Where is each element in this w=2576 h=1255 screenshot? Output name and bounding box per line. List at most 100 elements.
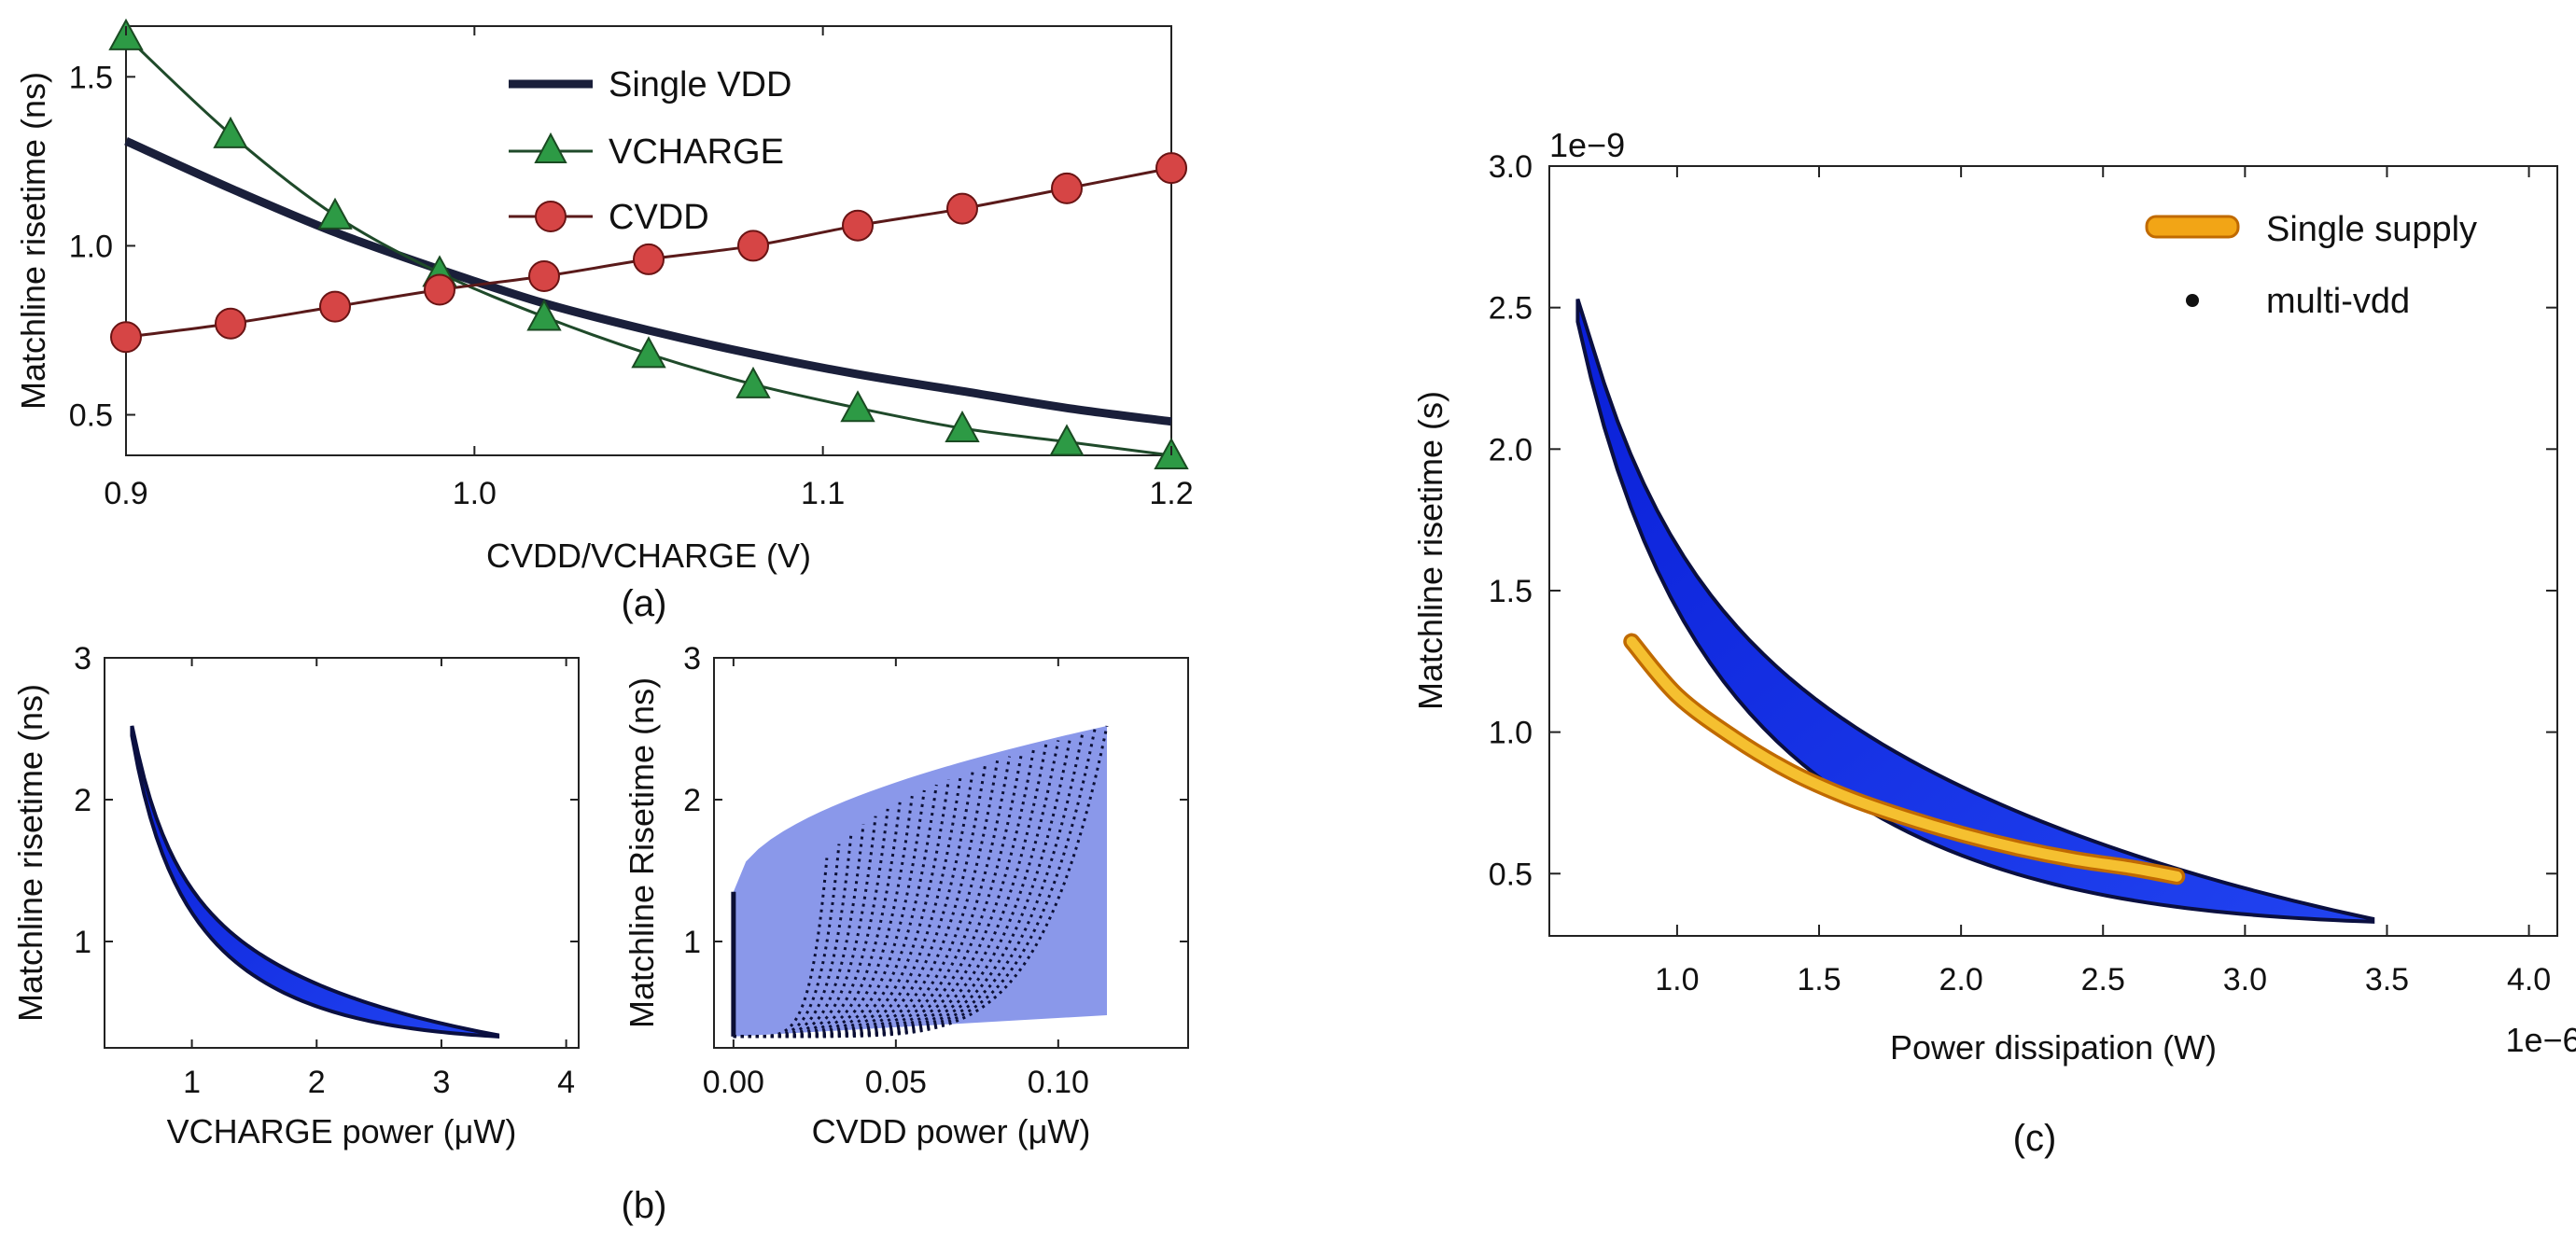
panel-b2-curve	[733, 732, 1085, 1039]
vcharge-point	[735, 366, 771, 398]
legend-vcharge-marker	[534, 132, 567, 163]
panel-a-legend: Single VDD VCHARGE CVDD	[509, 65, 791, 237]
panel-b1-ticks: 1 2 3 4 1 2 3	[74, 641, 579, 1100]
legend-single-supply-swatch	[2145, 215, 2240, 239]
panel-c-ytick-label: 1.0	[1489, 716, 1533, 751]
panel-c-legend: Single supply multi-vdd	[2145, 210, 2477, 321]
panel-c-xtick-label: 2.0	[1939, 962, 1982, 997]
panel-b1-xtick-label: 2	[308, 1065, 326, 1100]
panel-b1-band	[130, 725, 500, 1039]
panel-b2-ytick-label: 2	[683, 783, 701, 818]
panel-b2-curve	[733, 751, 1024, 1039]
panel-c-ytick-label: 3.0	[1489, 149, 1533, 185]
panel-b2-ylabel: Matchline Risetime (ns)	[623, 677, 661, 1028]
panel-b1-frame	[104, 657, 580, 1049]
panel-c-xtick-label: 1.5	[1797, 962, 1841, 997]
panel-b2-curve	[733, 808, 889, 1039]
panel-a-xtick-label: 1.0	[453, 476, 497, 511]
panel-b2: 0.00 0.05 0.10 1 2 3 CVDD power (μW) Matchlin…	[622, 641, 1189, 1226]
cvdd-point	[215, 307, 246, 340]
panel-c-ytick-label: 1.5	[1489, 574, 1533, 609]
panel-c-xtick-label: 3.0	[2223, 962, 2267, 997]
legend-multi-vdd-label: multi-vdd	[2266, 282, 2410, 321]
panel-b2-curve	[733, 824, 865, 1039]
cvdd-point	[424, 273, 455, 306]
single-supply-line	[1626, 636, 2182, 882]
panel-c-ylabel: Matchline risetime (s)	[1411, 391, 1449, 710]
legend-cvdd-label: CVDD	[609, 198, 709, 237]
panel-b1-ytick-label: 2	[74, 783, 91, 818]
panel-a-xtick-label: 1.2	[1149, 476, 1193, 511]
panel-b2-data	[731, 725, 1109, 1039]
panel-b1-ytick-label: 3	[74, 641, 91, 676]
cvdd-point	[842, 209, 874, 242]
panel-b1-xlabel: VCHARGE power (μW)	[167, 1112, 517, 1150]
panel-b1-xtick-label: 1	[183, 1065, 201, 1100]
panel-b1-xtick-label: 4	[557, 1065, 575, 1100]
panel-c-data	[1575, 298, 2375, 924]
cvdd-point	[110, 321, 142, 354]
series-single-vdd-line	[124, 137, 1172, 426]
panel-c-xtick-label: 2.5	[2081, 962, 2125, 997]
panel-b1-ylabel: Matchline risetime (ns)	[11, 684, 49, 1022]
vcharge-point	[526, 299, 562, 331]
panel-b2-curve	[733, 774, 962, 1039]
panel-c-y-exponent: 1e−9	[1549, 126, 1625, 164]
panel-a-ytick-label: 1.0	[69, 229, 113, 264]
panel-c-ytick-label: 2.0	[1489, 432, 1533, 467]
cvdd-point	[319, 290, 351, 323]
legend-cvdd-marker	[535, 201, 567, 232]
panel-c: 1.0 1.5 2.0 2.5 3.0 3.5 4.00.51.01.52.02.53.0 …	[1411, 126, 2576, 1159]
panel-a-caption: (a)	[622, 583, 667, 624]
vcharge-point	[840, 390, 875, 423]
panel-c-x-exponent: 1e−6	[2505, 1021, 2576, 1059]
panel-a-series	[108, 18, 1189, 469]
panel-b2-ytick-label: 3	[683, 641, 701, 676]
panel-b2-xtick-label: 0.00	[703, 1065, 764, 1100]
panel-b2-curve	[733, 764, 987, 1039]
legend-multi-vdd-marker	[2186, 294, 2199, 307]
cvdd-point	[1051, 172, 1083, 204]
panel-a-xlabel: CVDD/VCHARGE (V)	[486, 537, 811, 575]
panel-b2-xtick-label: 0.05	[865, 1065, 927, 1100]
legend-single-vdd-label: Single VDD	[609, 65, 791, 105]
series-vcharge-line	[124, 35, 1172, 457]
panel-c-ytick-label: 2.5	[1489, 291, 1533, 327]
vcharge-point	[631, 336, 666, 369]
panel-a-ylabel: Matchline risetime (ns)	[14, 72, 52, 410]
panel-c-xtick-label: 3.5	[2365, 962, 2409, 997]
panel-c-xtick-label: 4.0	[2507, 962, 2551, 997]
cvdd-point	[737, 230, 769, 262]
panel-c-frame	[1548, 165, 2558, 937]
vcharge-point	[317, 197, 353, 230]
legend-vcharge-label: VCHARGE	[609, 132, 784, 172]
panel-c-caption: (c)	[2013, 1118, 2057, 1159]
panel-a-frame	[125, 25, 1172, 456]
panel-c-ytick-label: 0.5	[1489, 857, 1533, 892]
panel-b2-curve	[733, 756, 1012, 1039]
panel-a-xtick-label: 1.1	[801, 476, 845, 511]
panel-c-xtick-label: 1.0	[1655, 962, 1699, 997]
panel-b1-data	[130, 725, 500, 1039]
panel-b2-curve	[733, 725, 1109, 1039]
legend-single-supply-label: Single supply	[2266, 210, 2477, 249]
vcharge-point	[213, 116, 248, 148]
panel-b-caption: (b)	[622, 1185, 667, 1226]
panel-a-ticks: 0.9 1.0 1.1 1.2 0.5 1.0 1.5	[69, 26, 1194, 511]
panel-b2-xlabel: CVDD power (μW)	[812, 1112, 1091, 1150]
cvdd-point	[528, 260, 560, 293]
panel-c-ticks: 1.0 1.5 2.0 2.5 3.0 3.5 4.0 0.5 1.0 1.5 2.0 2.5 3.0	[1489, 149, 2557, 997]
cvdd-point	[1155, 152, 1187, 185]
panel-c-xlabel: Power dissipation (W)	[1890, 1028, 2217, 1067]
panel-b2-curve	[733, 795, 914, 1039]
panel-a-ytick-label: 1.5	[69, 60, 113, 95]
vcharge-point	[945, 410, 980, 443]
panel-b2-ticks: 0.00 0.05 0.10 1 2 3	[683, 641, 1188, 1100]
vcharge-point	[1049, 424, 1085, 456]
cvdd-point	[633, 243, 665, 275]
panel-b2-ytick-label: 1	[683, 925, 701, 960]
panel-b1: 1 2 3 4 1 2 3 VCHARGE power (μW) Matchline ris…	[11, 641, 580, 1150]
panel-a: 0.9 1.0 1.1 1.2 0.5 1.0 1.5 CVDD/VCHARGE (V) M…	[14, 18, 1194, 624]
panel-a-ytick-label: 0.5	[69, 398, 113, 434]
